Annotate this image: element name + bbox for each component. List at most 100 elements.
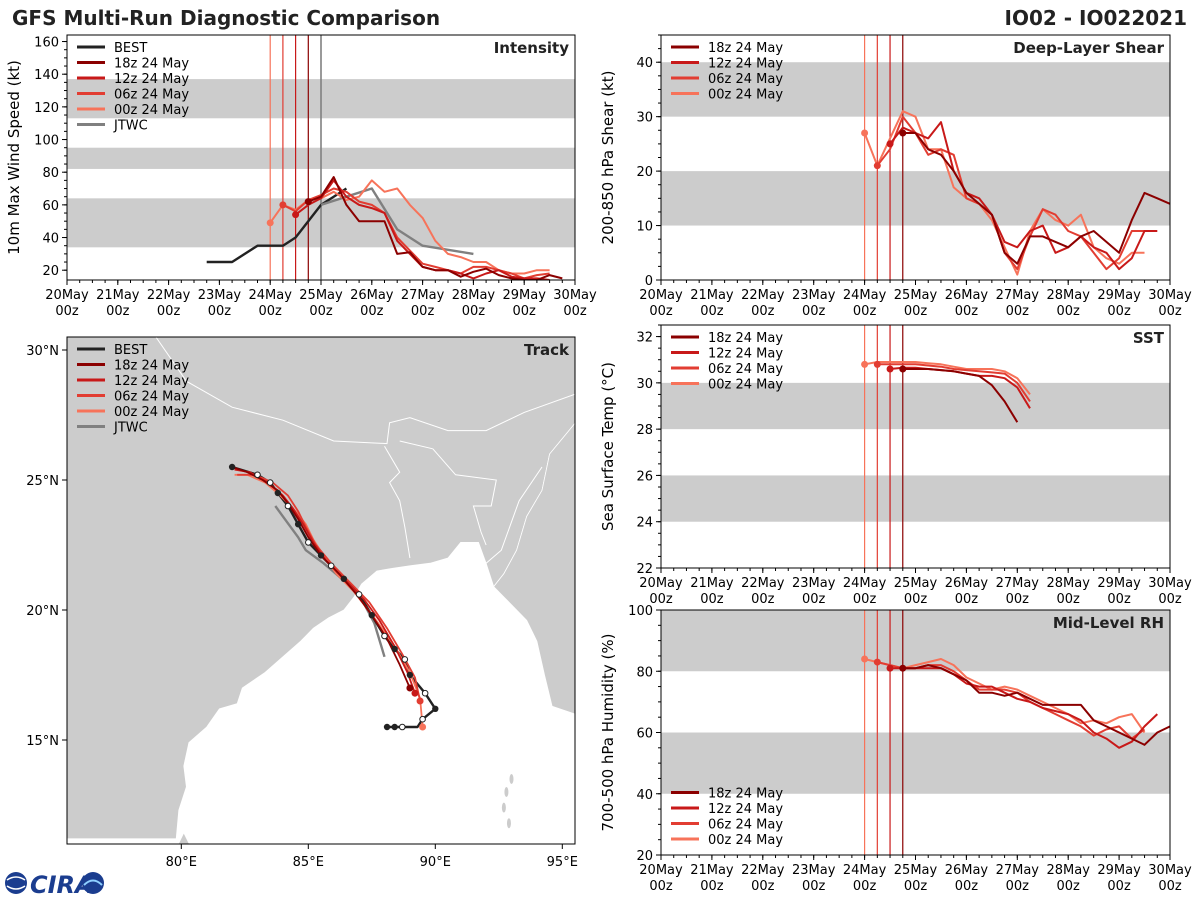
intensity-xtick-label-hour: 00z — [309, 304, 333, 319]
sst-ytick-label: 32 — [636, 331, 653, 346]
intensity-ytick-label: 80 — [42, 166, 59, 181]
intensity-ylabel: 10m Max Wind Speed (kt) — [5, 60, 23, 255]
track-ytick-label: 30°N — [26, 344, 59, 359]
rh-legend-label-run_12z: 12z 24 May — [708, 802, 783, 817]
intensity-xtick-label-hour: 00z — [259, 304, 283, 319]
intensity-xtick-label-hour: 00z — [563, 304, 587, 319]
sst-xtick-label-day: 25May — [894, 576, 938, 591]
track-point-best — [294, 521, 302, 528]
track-island-andaman — [501, 802, 506, 813]
intensity-xtick-label-day: 20May — [45, 288, 89, 303]
intensity-xtick-label-day: 21May — [96, 288, 140, 303]
intensity-ytick-label: 100 — [34, 134, 59, 149]
sst-series-run_18z — [902, 368, 1019, 423]
rh-ylabel: 700-500 hPa Humidity (%) — [599, 633, 617, 831]
sst-legend-label-run_06z: 06z 24 May — [708, 362, 783, 377]
track-panel: 80°E 85°E 90°E 95°E 15°N 20°N 25°N 30°N Track BES… — [26, 336, 578, 870]
shear-ytick-label: 30 — [636, 111, 653, 126]
intensity-ytick-label: 140 — [34, 68, 59, 83]
rh-xtick-label-hour: 00z — [853, 879, 877, 894]
track-border-line — [432, 448, 497, 546]
shear-point-run_12z-0 — [886, 140, 894, 148]
intensity-xtick-label-hour: 00z — [157, 304, 181, 319]
rh-xtick-label-day: 29May — [1097, 863, 1141, 878]
shear-xtick-label-day: 25May — [894, 288, 938, 303]
track-ytick-label: 20°N — [26, 604, 59, 619]
rh-ytick-label: 60 — [636, 727, 653, 742]
shear-ytick-label: 0 — [645, 274, 653, 289]
track-point-run_00z — [419, 723, 427, 731]
sst-xtick-label-hour: 00z — [955, 592, 979, 607]
shear-xtick-label-hour: 00z — [955, 304, 979, 319]
track-legend-label-run_18z: 18z 24 May — [114, 359, 189, 374]
intensity-xtick-label-hour: 00z — [462, 304, 486, 319]
track-legend-label-run_12z: 12z 24 May — [114, 374, 189, 389]
rh-xtick-label-day: 22May — [741, 863, 785, 878]
shear-series-run_12z — [889, 121, 1158, 271]
shear-xtick-label-day: 22May — [741, 288, 785, 303]
sst-band-1 — [661, 382, 1170, 430]
track-xtick-label: 85°E — [293, 855, 324, 870]
track-xtick-label: 95°E — [547, 855, 578, 870]
intensity-xtick-label-hour: 00z — [411, 304, 435, 319]
track-point-open — [305, 539, 312, 546]
sst-point-run_18z-0 — [899, 365, 907, 373]
intensity-ytick-label: 60 — [42, 199, 59, 214]
track-border-line — [485, 466, 543, 564]
shear-xtick-label-hour: 00z — [1107, 304, 1131, 319]
track-landmass-myanmar — [493, 422, 575, 715]
rh-legend-label-run_06z: 06z 24 May — [708, 818, 783, 833]
sst-xtick-label-hour: 00z — [751, 592, 775, 607]
rh-point-run_18z-0 — [899, 664, 907, 672]
track-frame — [66, 336, 576, 845]
sst-ytick-label: 26 — [636, 469, 653, 484]
rh-xtick-label-hour: 00z — [649, 879, 673, 894]
sst-xtick-label-day: 28May — [1046, 576, 1090, 591]
track-xtick-label: 80°E — [166, 855, 197, 870]
sst-xtick-label-day: 21May — [690, 576, 734, 591]
intensity-xtick-label-hour: 00z — [106, 304, 130, 319]
intensity-xtick-label-hour: 00z — [360, 304, 384, 319]
intensity-panel: 2040608010012014016020May00z21May00z22Ma… — [5, 34, 597, 319]
shear-xtick-label-hour: 00z — [1057, 304, 1081, 319]
shear-xtick-label-day: 29May — [1097, 288, 1141, 303]
track-point-best — [391, 723, 398, 731]
shear-panel: 01020304020May00z21May00z22May00z23May00… — [599, 34, 1192, 319]
intensity-xtick-label-day: 26May — [350, 288, 394, 303]
track-ytick-label: 25°N — [26, 474, 59, 489]
intensity-xtick-label-hour: 00z — [55, 304, 79, 319]
track-ytick-label: 15°N — [26, 734, 59, 749]
sst-xtick-label-day: 30May — [1148, 576, 1192, 591]
track-island-andaman — [506, 818, 511, 829]
intensity-xtick-label-day: 29May — [502, 288, 546, 303]
shear-ytick-label: 40 — [636, 56, 653, 71]
rh-legend-label-run_18z: 18z 24 May — [708, 787, 783, 802]
shear-ylabel: 200-850 hPa Shear (kt) — [599, 71, 617, 245]
track-point-open — [355, 591, 363, 598]
shear-xtick-label-hour: 00z — [1158, 304, 1182, 319]
sst-band-0 — [661, 475, 1170, 522]
track-point-open — [284, 502, 292, 510]
shear-ytick-label: 20 — [636, 165, 653, 180]
rh-ytick-label: 40 — [636, 788, 653, 803]
rh-band-0 — [661, 732, 1170, 794]
sst-ytick-label: 22 — [636, 562, 653, 577]
track-point-best — [406, 671, 414, 679]
shear-ytick-label: 10 — [636, 220, 653, 235]
rh-xtick-label-day: 25May — [894, 863, 938, 878]
shear-xtick-label-day: 27May — [996, 288, 1040, 303]
shear-xtick-label-hour: 00z — [649, 304, 673, 319]
intensity-xtick-label-day: 24May — [248, 288, 292, 303]
rh-xtick-label-hour: 00z — [1057, 879, 1081, 894]
sst-plot-area — [661, 325, 1170, 568]
rh-point-run_06z-0 — [873, 658, 881, 666]
track-legend-label-run_00z: 00z 24 May — [114, 405, 189, 420]
sst-xtick-label-hour: 00z — [1107, 592, 1131, 607]
rh-xtick-label-hour: 00z — [700, 879, 724, 894]
sst-xtick-label-day: 20May — [639, 576, 683, 591]
rh-series-run_12z — [890, 667, 1158, 749]
rh-xtick-label-day: 28May — [1046, 863, 1090, 878]
sst-xtick-label-hour: 00z — [1158, 592, 1182, 607]
sst-xtick-label-hour: 00z — [700, 592, 724, 607]
intensity-ytick-label: 120 — [34, 101, 59, 116]
